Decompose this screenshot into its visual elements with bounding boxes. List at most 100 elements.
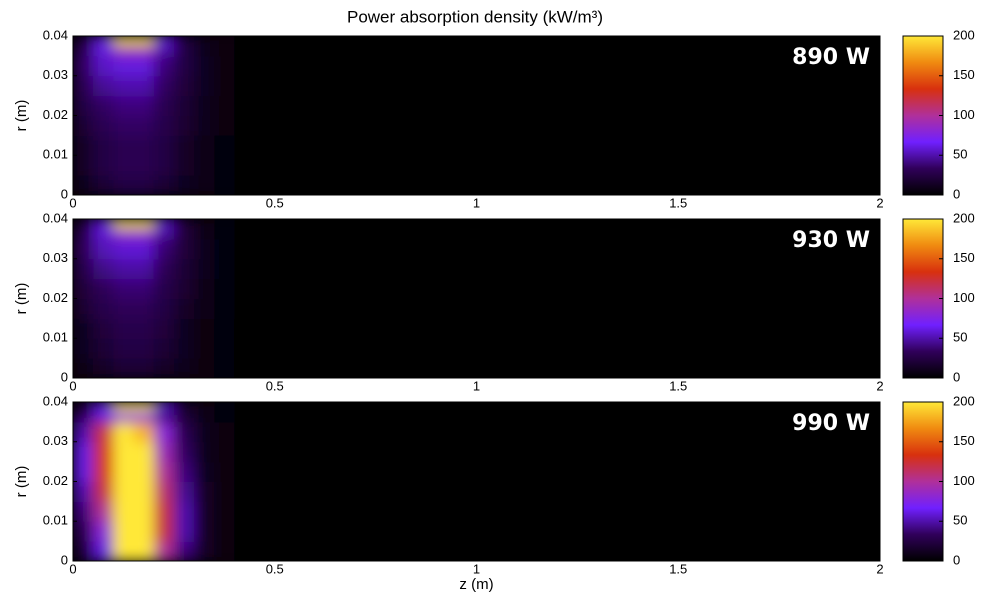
heat-cell: [173, 358, 195, 378]
heat-cell: [93, 421, 114, 443]
heat-cell: [73, 461, 94, 482]
x-tick-label: 0: [69, 378, 76, 393]
x-tick-label: 1.5: [669, 378, 687, 393]
annotation: 930 W: [792, 228, 870, 253]
heat-cell: [153, 226, 175, 240]
heat-cell: [113, 135, 135, 156]
heat-cell: [234, 278, 880, 299]
y-tick-label: 0.03: [43, 67, 68, 82]
y-tick-label: 0.01: [43, 513, 68, 528]
heat-cell: [153, 402, 175, 411]
heat-cell: [173, 115, 195, 136]
heat-cell: [113, 115, 135, 136]
heat-cell: [214, 402, 235, 411]
heat-cell: [93, 95, 114, 116]
heat-cell: [214, 36, 235, 45]
heat-cell: [153, 338, 175, 359]
y-tick-label: 0.04: [43, 210, 68, 225]
heat-cell: [113, 43, 135, 57]
heat-cell: [153, 55, 175, 77]
heat-cell: [73, 43, 94, 57]
heat-cell: [113, 95, 135, 116]
heat-cell: [73, 278, 94, 299]
heat-cell: [214, 501, 235, 522]
heat-cell: [194, 238, 215, 260]
heat-cell: [214, 226, 235, 240]
heat-cell: [153, 95, 175, 116]
colorbar-tick-label: 50: [953, 330, 967, 345]
plot-frame: [72, 401, 881, 562]
x-tick-label: 0.5: [266, 378, 284, 393]
heat-cell: [93, 155, 114, 176]
heat-cell: [214, 338, 235, 359]
heat-cell: [173, 521, 195, 542]
heat-cell: [153, 501, 175, 522]
heat-cell: [113, 318, 135, 339]
heat-cell: [153, 521, 175, 542]
heat-cell: [113, 226, 135, 240]
heat-cell: [133, 155, 155, 176]
heat-cell: [93, 115, 114, 136]
heat-cell: [73, 155, 94, 176]
heat-cell: [194, 36, 215, 45]
heat-cell: [214, 55, 235, 77]
heat-cell: [133, 501, 155, 522]
heat-cell: [153, 358, 175, 378]
heat-cell: [234, 258, 880, 280]
heat-cell: [73, 338, 94, 359]
heat-cell: [214, 95, 235, 116]
heat-cell: [234, 55, 880, 77]
heat-cell: [173, 541, 195, 561]
heat-cell: [153, 175, 175, 195]
heat-cell: [133, 135, 155, 156]
heat-cell: [234, 461, 880, 482]
heat-cell: [173, 402, 195, 411]
heat-cell: [113, 358, 135, 378]
colorbar-tick-label: 50: [953, 147, 967, 162]
heat-cell: [173, 219, 195, 228]
heat-cell: [73, 175, 94, 195]
heat-cell: [173, 75, 195, 97]
heat-cell: [173, 36, 195, 45]
y-tick-label: 0.01: [43, 330, 68, 345]
heat-cell: [234, 318, 880, 339]
x-tick-label: 2: [876, 561, 883, 576]
heat-cell: [194, 258, 215, 280]
y-tick-label: 0.02: [43, 107, 68, 122]
heat-cell: [153, 441, 175, 463]
x-tick-label: 0: [69, 561, 76, 576]
heat-cell: [173, 318, 195, 339]
heat-cell: [194, 175, 215, 195]
heat-cell: [113, 409, 135, 423]
heat-cell: [133, 421, 155, 443]
heat-cell: [113, 521, 135, 542]
heat-cell: [153, 36, 175, 45]
heat-cell: [234, 402, 880, 411]
chart-title: Power absorption density (kW/m³): [347, 7, 603, 26]
heat-cell: [133, 238, 155, 260]
heat-cell: [214, 521, 235, 542]
y-tick-label: 0.02: [43, 473, 68, 488]
heat-cell: [133, 481, 155, 502]
heat-cell: [73, 521, 94, 542]
heat-cell: [214, 461, 235, 482]
x-tick-label: 0.5: [266, 561, 284, 576]
heat-cell: [234, 95, 880, 116]
heat-cell: [234, 219, 880, 228]
heat-cell: [113, 402, 135, 411]
heat-cell: [133, 95, 155, 116]
heat-cell: [153, 155, 175, 176]
heat-cell: [93, 226, 114, 240]
y-tick-label: 0: [61, 552, 68, 567]
colorbar-tick-label: 0: [953, 186, 960, 201]
heat-cell: [93, 318, 114, 339]
plot-frame: [72, 35, 881, 196]
heat-cell: [93, 278, 114, 299]
heat-cell: [153, 258, 175, 280]
heat-cell: [113, 541, 135, 561]
heat-cell: [73, 95, 94, 116]
heat-cell: [113, 441, 135, 463]
heat-cell: [153, 409, 175, 423]
heat-cell: [234, 238, 880, 260]
heat-cell: [133, 521, 155, 542]
